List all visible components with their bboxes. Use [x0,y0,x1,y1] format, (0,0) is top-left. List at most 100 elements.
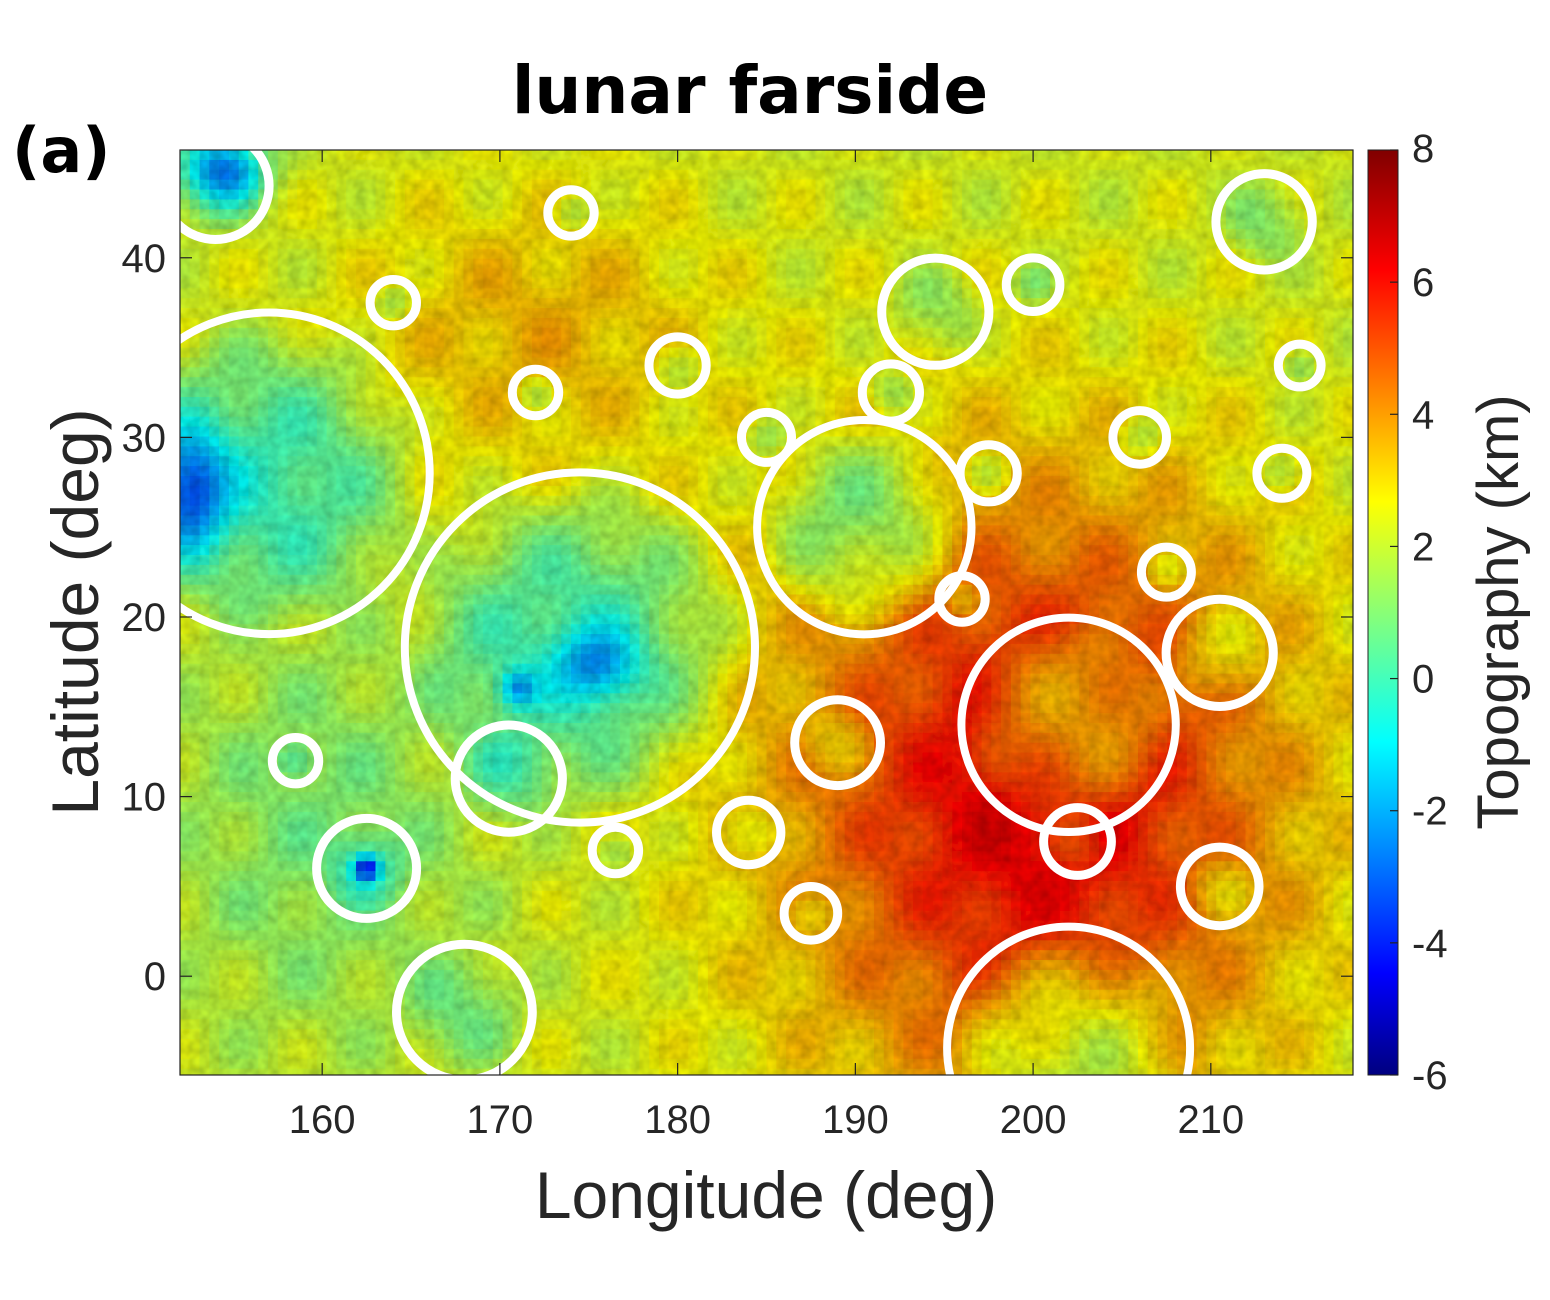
heatmap-cell [942,367,954,378]
heatmap-cell [874,426,885,438]
heatmap-cell [1079,238,1090,250]
heatmap-cell [346,397,357,408]
heatmap-cell [336,189,347,201]
heatmap-cell [1059,446,1071,458]
heatmap-cell [1040,367,1051,378]
heatmap-cell [1040,248,1051,260]
heatmap-cell [180,278,191,290]
heatmap-cell [600,426,611,438]
heatmap-cell [307,308,318,319]
heatmap-cell [316,179,328,191]
heatmap-cell [1010,426,1022,438]
heatmap-cell [1147,357,1159,369]
heatmap-cell [375,377,387,388]
heatmap-cell [1030,347,1041,359]
heatmap-cell [795,189,807,201]
heatmap-cell [336,446,347,458]
heatmap-cell [580,308,592,319]
heatmap-cell [473,288,484,299]
heatmap-cell [248,545,259,556]
heatmap-cell [649,545,660,556]
heatmap-cell [659,150,670,161]
heatmap-cell [815,219,826,230]
heatmap-cell [492,229,504,240]
heatmap-cell [932,308,944,319]
heatmap-cell [1343,505,1353,517]
heatmap-cell [854,288,866,299]
heatmap-cell [962,317,973,329]
heatmap-cell [336,248,347,260]
heatmap-cell [1294,347,1305,359]
heatmap-cell [717,476,729,487]
heatmap-cell [1186,416,1198,428]
panel-label: (a) [12,114,111,187]
heatmap-cell [668,367,680,378]
heatmap-cell [688,357,699,369]
heatmap-cell [1186,209,1198,220]
heatmap-cell [991,278,1002,290]
heatmap-cell [834,169,846,181]
heatmap-cell [659,505,670,517]
heatmap-cell [551,209,563,220]
heatmap-cell [522,466,533,477]
heatmap-cell [942,219,954,230]
heatmap-cell [571,179,582,191]
heatmap-cell [1313,219,1325,230]
heatmap-cell [180,525,191,537]
heatmap-cell [590,278,602,290]
heatmap-cell [619,288,631,299]
heatmap-cell [1020,535,1032,546]
heatmap-cell [1138,485,1149,497]
heatmap-cell [717,426,729,438]
heatmap-cell [561,298,572,309]
heatmap-cell [356,416,367,428]
heatmap-cell [1274,288,1286,299]
heatmap-cell [1138,347,1149,359]
heatmap-cell [1138,357,1149,369]
heatmap-cell [1010,219,1022,230]
heatmap-cell [1177,209,1188,220]
heatmap-cell [1343,219,1353,230]
heatmap-cell [1294,298,1305,309]
heatmap-cell [903,288,914,299]
heatmap-cell [815,357,826,369]
heatmap-cell [209,258,220,270]
heatmap-cell [1030,229,1041,240]
heatmap-cell [228,150,240,161]
heatmap-cell [776,278,787,290]
heatmap-cell [981,387,993,398]
heatmap-cell [815,317,826,329]
heatmap-cell [971,406,983,418]
heatmap-cell [1098,485,1110,497]
heatmap-cell [1108,377,1120,388]
heatmap-cell [727,248,738,260]
heatmap-cell [1030,535,1041,546]
heatmap-cell [395,248,406,260]
heatmap-cell [414,426,426,438]
heatmap-cell [610,485,621,497]
heatmap-cell [287,426,299,438]
heatmap-cell [688,476,699,487]
heatmap-cell [1235,377,1247,388]
heatmap-cell [287,278,299,290]
heatmap-cell [297,159,308,171]
heatmap-cell [209,377,220,388]
heatmap-cell [209,288,220,299]
heatmap-cell [698,278,709,290]
heatmap-cell [551,317,563,329]
heatmap-cell [737,327,748,339]
heatmap-cell [629,209,641,220]
heatmap-cell [1343,258,1353,270]
heatmap-cell [1079,258,1090,270]
heatmap-cell [1040,308,1051,319]
heatmap-cell [1284,219,1296,230]
heatmap-cell [463,189,475,201]
heatmap-cell [825,436,836,448]
heatmap-cell [443,406,455,418]
heatmap-cell [1177,466,1188,477]
heatmap-cell [365,258,377,270]
heatmap-cell [1020,505,1032,517]
heatmap-cell [805,397,817,408]
heatmap-cell [1040,476,1051,487]
heatmap-cell [277,248,289,260]
